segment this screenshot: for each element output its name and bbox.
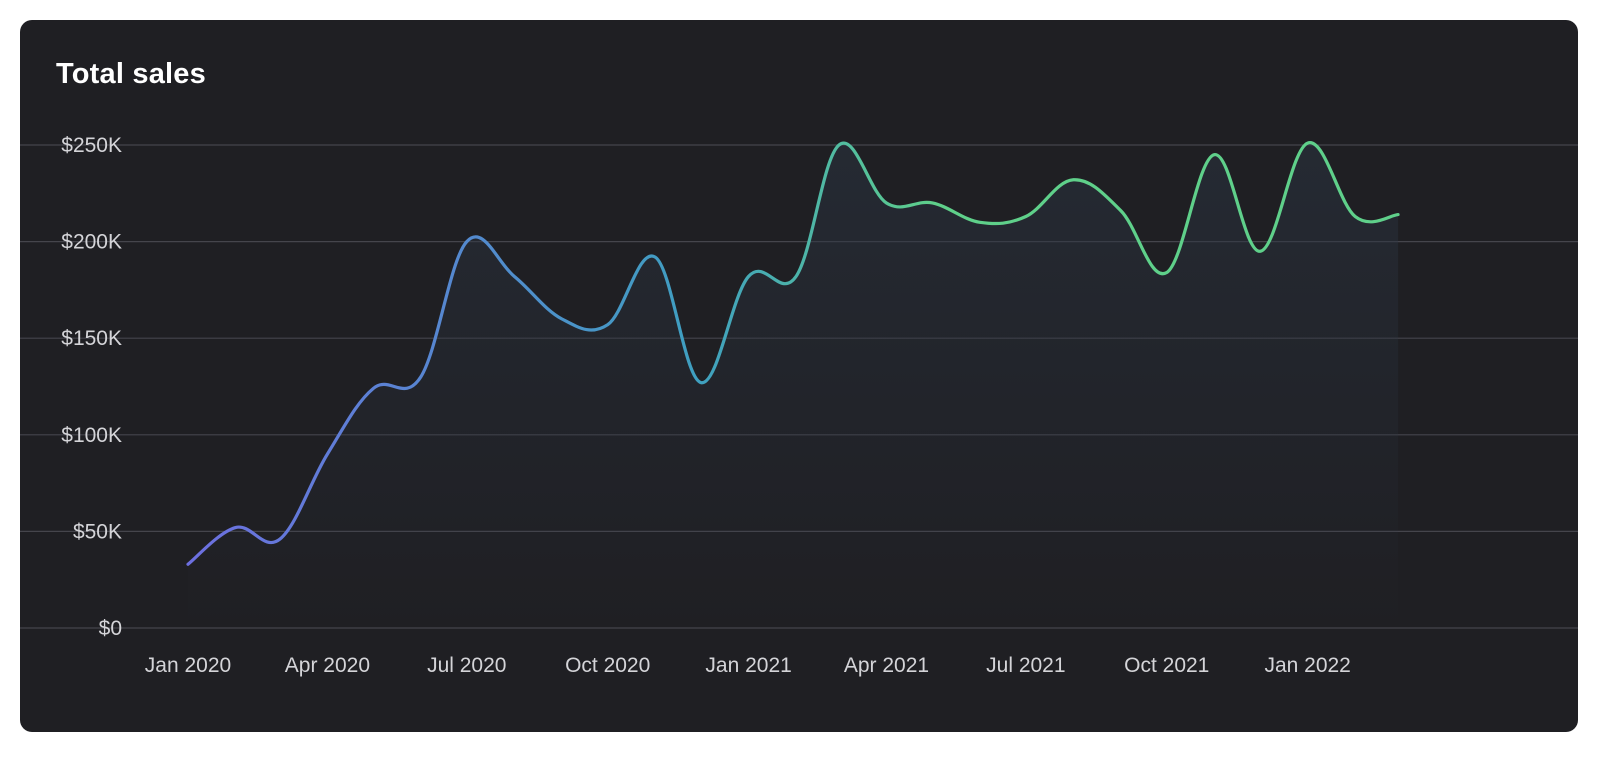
x-axis: Jan 2020 Apr 2020 Jul 2020 Oct 2020 Jan 2021… <box>145 654 1351 677</box>
data-point[interactable] <box>322 449 332 459</box>
x-tick-label: Apr 2020 <box>285 654 370 677</box>
x-tick-label: Jul 2020 <box>427 654 506 677</box>
data-point[interactable] <box>744 271 754 281</box>
x-tick-label: Oct 2021 <box>1124 654 1209 677</box>
y-tick-label: $200K <box>61 231 122 254</box>
data-point[interactable] <box>1021 211 1031 221</box>
area-fill <box>188 142 1399 628</box>
x-tick-label: Jan 2020 <box>145 654 231 677</box>
line-chart: $0 $50K $100K $150K $200K $250K Jan 2020 Apr 2… <box>20 134 1578 677</box>
data-point[interactable] <box>1162 268 1172 278</box>
data-point[interactable] <box>1255 246 1265 256</box>
data-point[interactable] <box>975 217 985 227</box>
y-tick-label: $250K <box>61 134 122 157</box>
data-point[interactable] <box>927 198 937 208</box>
y-tick-label: $150K <box>61 327 122 350</box>
y-tick-label: $50K <box>73 520 122 543</box>
x-tick-label: Jan 2021 <box>705 654 791 677</box>
data-point[interactable] <box>791 271 801 281</box>
y-axis: $0 $50K $100K $150K $200K $250K <box>61 134 122 640</box>
data-point[interactable] <box>1116 206 1126 216</box>
y-tick-label: $0 <box>99 617 122 640</box>
series-area <box>188 142 1399 628</box>
x-tick-label: Jul 2021 <box>986 654 1065 677</box>
x-tick-label: Apr 2021 <box>844 654 929 677</box>
data-point[interactable] <box>1068 175 1078 185</box>
data-point[interactable] <box>834 140 844 150</box>
series-lines <box>186 141 1400 566</box>
x-tick-label: Jan 2022 <box>1264 654 1350 677</box>
data-point[interactable] <box>650 252 660 262</box>
chart-card: Total sales $0 $50K $100K $150K $200K $250K J… <box>20 20 1578 732</box>
data-point[interactable] <box>557 314 567 324</box>
data-point[interactable] <box>509 271 519 281</box>
data-point[interactable] <box>230 523 240 533</box>
y-tick-label: $100K <box>61 424 122 447</box>
data-point[interactable] <box>368 383 378 393</box>
data-point[interactable] <box>696 378 706 388</box>
data-point[interactable] <box>462 237 472 247</box>
data-point[interactable] <box>603 320 613 330</box>
series-line <box>186 141 1400 566</box>
data-point[interactable] <box>416 372 426 382</box>
x-tick-label: Oct 2020 <box>565 654 650 677</box>
data-point[interactable] <box>1209 150 1219 160</box>
data-point[interactable] <box>183 559 193 569</box>
data-point[interactable] <box>1393 210 1403 220</box>
data-point[interactable] <box>1350 211 1360 221</box>
data-point[interactable] <box>275 534 285 544</box>
chart-title: Total sales <box>56 58 206 90</box>
data-point[interactable] <box>1303 138 1313 148</box>
data-point[interactable] <box>881 198 891 208</box>
